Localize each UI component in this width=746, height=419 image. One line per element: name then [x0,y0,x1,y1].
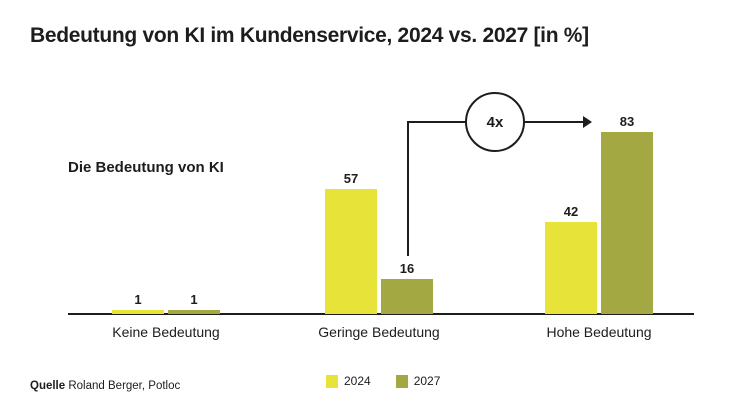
legend-item-2027: 2027 [395,374,441,388]
bar-2027-geringe-bedeutung [381,278,433,314]
legend-label-2027: 2027 [413,374,441,388]
value-label-2024-hohe-bedeutung: 42 [563,204,579,220]
source-note: Quelle Roland Berger, Potloc [30,380,180,392]
category-label-geringe-bedeutung: Geringe Bedeutung [318,324,440,340]
bar-2027-hohe-bedeutung [601,132,653,314]
annotation-arrow-vertical-line [407,121,409,256]
legend-item-2024: 2024 [326,374,371,388]
legend: 2024 2027 [326,374,440,388]
annotation-circle: 4x [465,92,525,152]
axis-group-title: Die Bedeutung von KI [68,159,224,176]
legend-swatch-2024 [326,374,338,388]
arrowhead-icon [583,116,592,128]
source-label: Quelle [30,380,66,392]
legend-swatch-2027 [395,374,408,388]
annotation-multiplier-label: 4x [486,113,504,131]
bar-2024-geringe-bedeutung [325,189,377,314]
value-label-2027-keine-bedeutung: 1 [190,292,198,307]
bar-2027-keine-bedeutung [168,310,220,314]
legend-label-2024: 2024 [344,374,371,388]
source-text: Roland Berger, Potloc [68,380,181,392]
category-label-keine-bedeutung: Keine Bedeutung [112,324,220,340]
value-label-2027-geringe-bedeutung: 16 [399,260,415,276]
value-label-2027-hohe-bedeutung: 83 [619,114,635,130]
category-label-hohe-bedeutung: Hohe Bedeutung [546,324,652,340]
x-axis-line [68,313,694,315]
value-label-2024-geringe-bedeutung: 57 [343,171,359,187]
bar-2024-keine-bedeutung [112,310,164,314]
bar-2024-hohe-bedeutung [545,222,597,314]
chart-title: Bedeutung von KI im Kundenservice, 2024 … [30,24,589,47]
value-label-2024-keine-bedeutung: 1 [134,292,142,307]
